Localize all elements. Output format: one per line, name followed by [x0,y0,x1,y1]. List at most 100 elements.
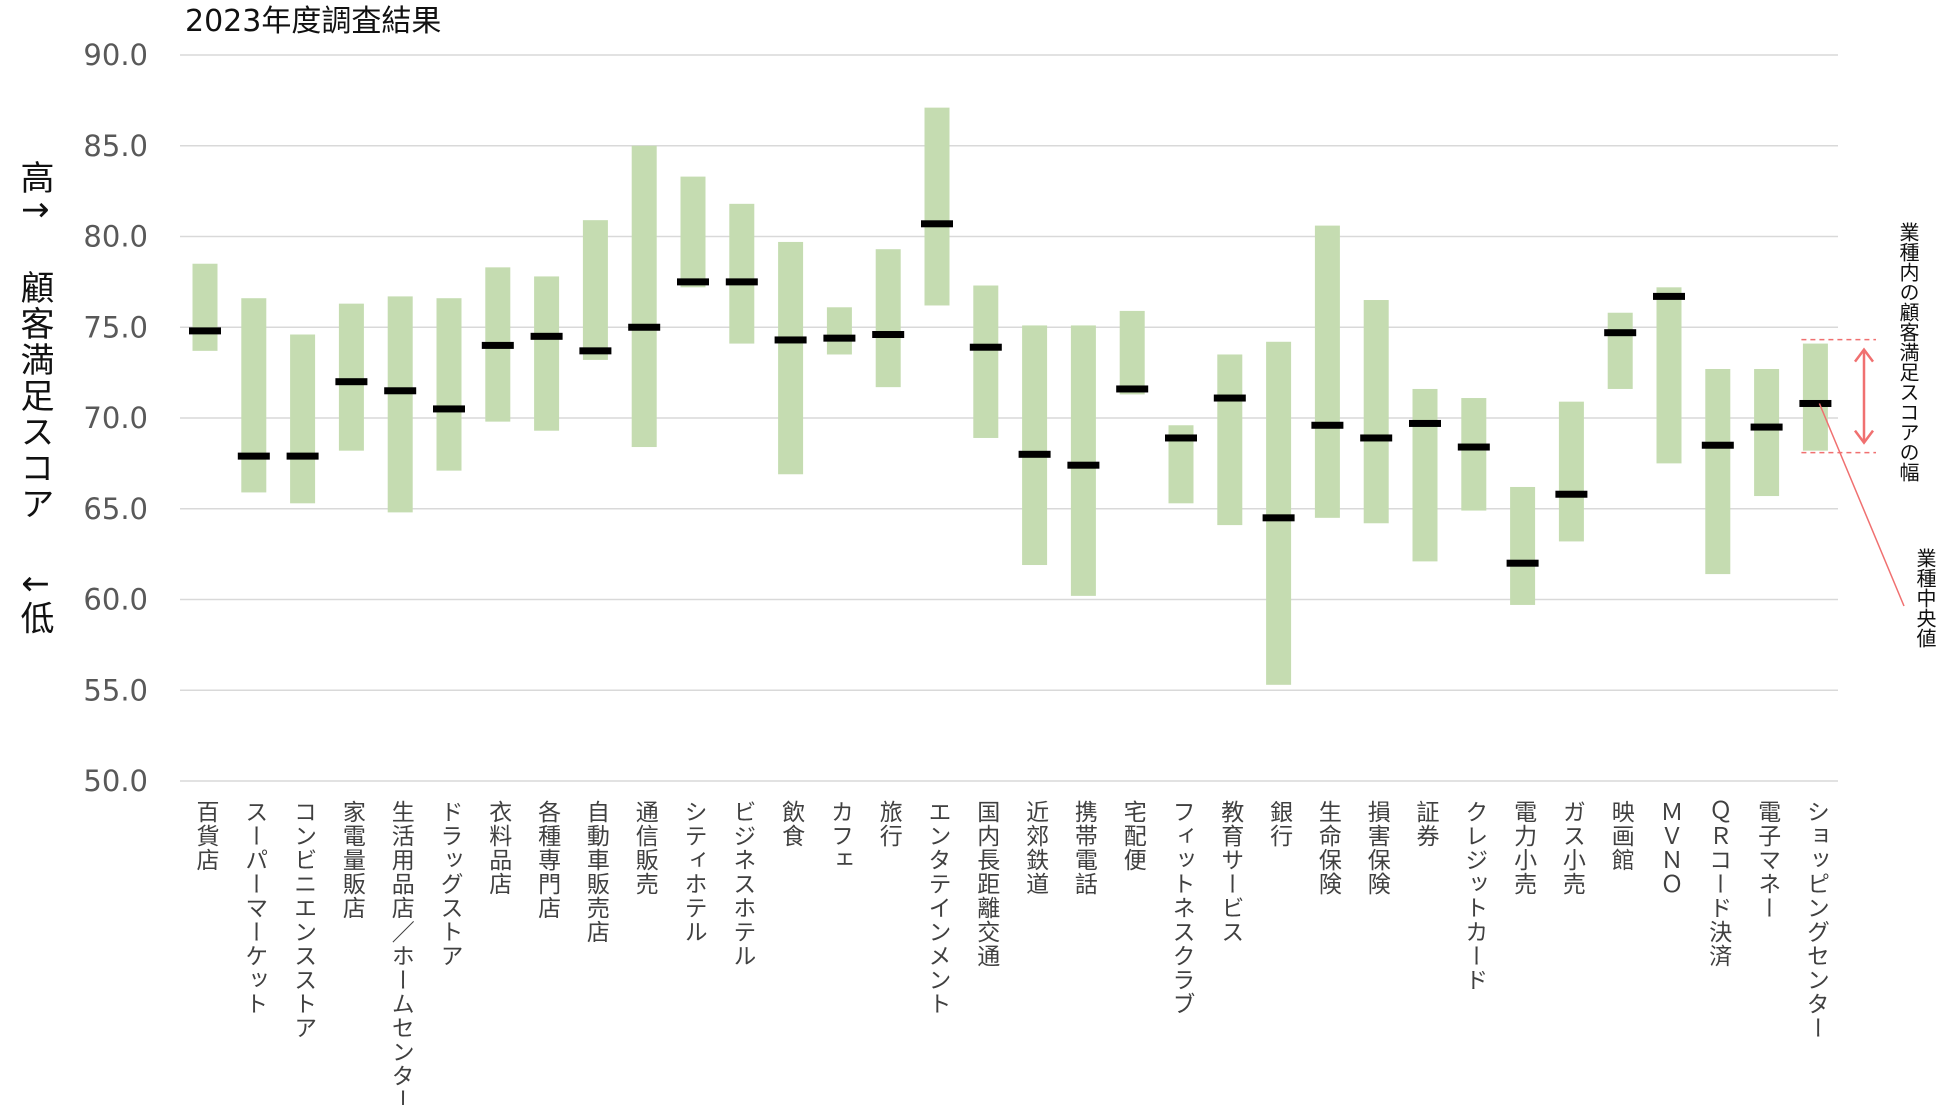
x-tick-label: 損害保険 [1363,800,1391,896]
x-tick-label: 各種専門店 [534,800,562,920]
grid-lines [180,54,1838,782]
median-marker [872,331,905,339]
range-bar [924,107,950,306]
x-axis-labels: 百貨店 スーパーマーケット コンビニエンスストア 家電量販店 生活用品店／ホームセンター… [192,800,1829,1105]
x-tick-label: ＱＲコード決済 [1705,800,1733,968]
range-bar [778,241,804,475]
range-bar [1412,388,1438,562]
chart-title: 2023年度調査結果 [185,4,441,39]
annotation-range-label: 業種内の顧客満足スコアの幅 [1896,222,1920,482]
x-tick-label: ビジネスホテル [729,800,755,968]
x-tick-label: 宅配便 [1119,800,1147,872]
median-marker [579,347,612,355]
x-tick-label: 教育サービス [1217,800,1245,944]
median-marker [1409,419,1441,427]
median-marker [481,341,514,349]
median-marker [1311,421,1344,429]
range-bar [631,145,657,448]
median-marker [1604,329,1637,337]
median-marker [1116,385,1149,393]
x-tick-label: 証券 [1412,800,1440,848]
range-bar [1705,368,1731,575]
y-axis-label-low: ↓低 [14,570,54,637]
y-axis-label: 高↑ 顧客満足スコア ↓低 [14,160,54,637]
annotation-median-leader [1818,403,1905,607]
median-marker [1067,461,1100,469]
range-bars [192,107,1828,685]
x-tick-label: ＭＶＮＯ [1656,800,1682,896]
median-marker [1653,292,1685,300]
x-tick-label: 生命保険 [1314,800,1342,896]
median-marker [1213,394,1246,402]
median-marker [969,343,1002,351]
x-tick-label: 旅行 [875,800,903,848]
median-marker [433,405,465,413]
median-marker [530,332,563,340]
median-marker [1506,559,1539,567]
y-tick-label: 60.0 [83,583,148,617]
range-bar [1217,354,1243,526]
median-marker [1360,434,1393,442]
x-tick-label: 飲食 [778,800,806,848]
annotation-arrowhead-up [1854,347,1874,363]
y-tick-label: 90.0 [83,38,148,72]
median-marker [677,278,709,286]
median-marker [1018,450,1051,458]
x-tick-label: 電力小売 [1510,800,1538,896]
range-bar [338,303,364,451]
median-marker [189,327,221,335]
range-bar [1314,225,1340,518]
x-tick-label: シティホテル [680,800,706,944]
median-marker [286,452,319,460]
x-tick-label: 近郊鉄道 [1022,800,1050,896]
y-tick-label: 65.0 [83,492,148,526]
range-annotation: 業種内の顧客満足スコアの幅 業種中央値 [1801,222,1937,648]
median-markers [189,220,1832,567]
x-tick-label: 電子マネー [1754,800,1781,920]
median-marker [1701,441,1734,449]
y-axis-label-main: 顧客満足スコア [14,270,54,522]
x-tick-label: ドラッグストア [436,800,463,968]
x-tick-label: ガス小売 [1558,800,1586,896]
x-tick-label: 通信販売 [631,800,659,896]
range-bar [1802,343,1828,451]
annotation-median-label: 業種中央値 [1913,548,1937,648]
y-axis-label-high: 高↑ [14,160,54,227]
x-tick-label: エンタテインメント [924,800,950,1016]
median-marker [823,334,856,342]
median-marker [725,278,758,286]
y-tick-label: 70.0 [83,401,148,435]
range-bar [1119,310,1145,395]
median-marker [237,452,270,460]
median-marker [384,387,417,395]
median-marker [1165,434,1197,442]
range-bar [436,298,462,471]
range-bar [1558,401,1584,542]
annotation-arrowhead-down [1854,429,1874,445]
median-marker [1799,399,1832,407]
range-bar [1070,325,1096,596]
x-tick-label: カフェ [826,800,852,872]
median-marker [335,378,368,386]
x-tick-label: スーパーマーケット [241,800,267,1016]
x-tick-label: 生活用品店／ホームセンター [387,800,415,1105]
range-bar [1510,486,1536,605]
range-bar [1461,398,1487,511]
median-marker [921,220,953,228]
x-tick-label: 銀行 [1266,800,1294,848]
range-bar [534,276,560,431]
x-tick-label: 自動車販売店 [582,800,610,944]
range-bar [1754,368,1780,497]
range-bar [680,176,706,288]
y-tick-label: 85.0 [83,129,148,163]
median-marker [1750,423,1783,431]
x-tick-label: コンビニエンスストア [290,800,316,1040]
range-bar [1363,300,1389,524]
x-tick-label: フィットネスクラブ [1168,800,1194,1016]
median-marker [628,323,661,331]
range-bar [826,307,852,355]
range-bar [729,203,755,344]
range-bar [875,249,901,388]
median-marker [1457,443,1490,451]
